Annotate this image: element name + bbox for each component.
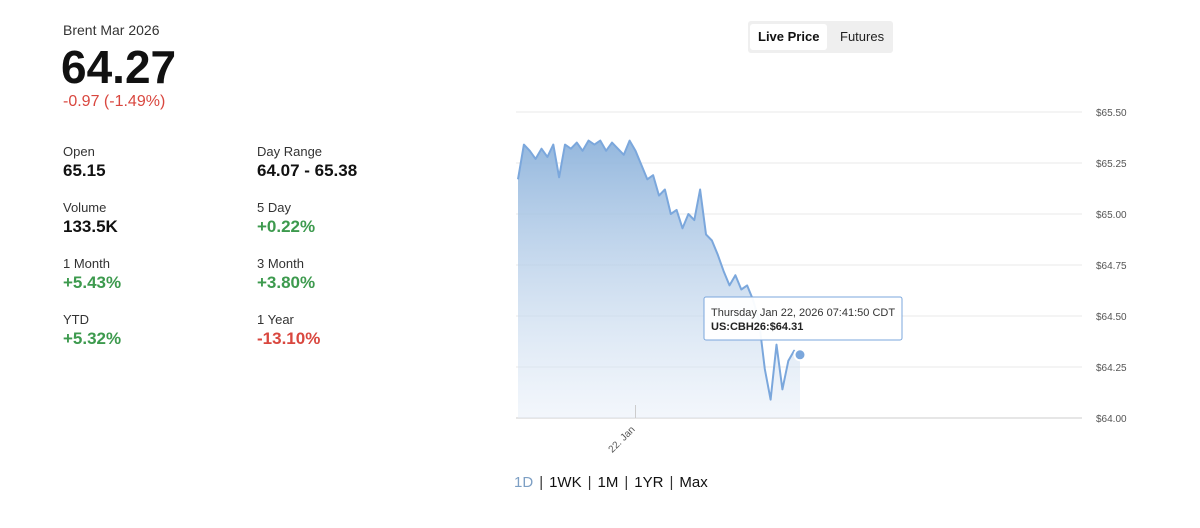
stat-label: Volume	[63, 200, 107, 215]
y-tick-label: $64.75	[1096, 261, 1127, 272]
range-separator: |	[587, 474, 592, 491]
stat-value: +0.22%	[257, 217, 316, 236]
stat-label: 5 Day	[257, 200, 291, 215]
range-button[interactable]: Max	[679, 474, 708, 491]
tooltip-box	[703, 296, 903, 341]
stat-value: 64.07 - 65.38	[257, 161, 358, 180]
stat-label: YTD	[63, 312, 89, 327]
tooltip-value: US:CBH26:$64.31	[711, 321, 803, 333]
range-separator: |	[539, 474, 544, 491]
range-selector: 1D | 1WK | 1M | 1YR | Max	[514, 474, 708, 491]
stat-label: Day Range	[257, 144, 323, 159]
range-separator: |	[624, 474, 629, 491]
stat-value: +5.32%	[63, 329, 122, 348]
range-button[interactable]: 1D	[514, 474, 534, 491]
x-tick-label: 22. Jan	[607, 424, 638, 455]
stat-label: 1 Month	[63, 256, 110, 271]
instrument-name: Brent Mar 2026	[63, 22, 160, 38]
stat-label: Open	[63, 144, 95, 159]
range-button[interactable]: 1YR	[634, 474, 664, 491]
range-button[interactable]: 1M	[597, 474, 619, 491]
y-tick-label: $65.50	[1096, 108, 1127, 119]
price-change: -0.97 (-1.49%)	[63, 93, 166, 110]
y-tick-label: $64.00	[1096, 414, 1127, 425]
tooltip-time: Thursday Jan 22, 2026 07:41:50 CDT	[711, 307, 895, 319]
stat-value: +3.80%	[257, 273, 316, 292]
y-tick-label: $65.25	[1096, 159, 1127, 170]
toggle-button[interactable]: Futures	[840, 29, 885, 44]
y-tick-label: $65.00	[1096, 210, 1127, 221]
hover-marker	[793, 348, 807, 362]
stat-value: 133.5K	[63, 217, 118, 236]
range-separator: |	[669, 474, 674, 491]
area-fill	[518, 140, 800, 418]
tooltip-symbol: US:CBH26:	[711, 321, 770, 333]
tooltip-price: $64.31	[770, 321, 804, 333]
stat-value: 65.15	[63, 161, 106, 180]
last-price: 64.27	[61, 41, 177, 93]
stat-label: 1 Year	[257, 312, 294, 327]
stat-value: +5.43%	[63, 273, 122, 292]
y-tick-label: $64.25	[1096, 363, 1127, 374]
stat-value: -13.10%	[257, 329, 321, 348]
y-tick-label: $64.50	[1096, 312, 1127, 323]
range-button[interactable]: 1WK	[549, 474, 582, 491]
stat-label: 3 Month	[257, 256, 304, 271]
toggle-button[interactable]: Live Price	[750, 24, 828, 50]
toggle-group: Live Price Futures	[748, 21, 893, 53]
